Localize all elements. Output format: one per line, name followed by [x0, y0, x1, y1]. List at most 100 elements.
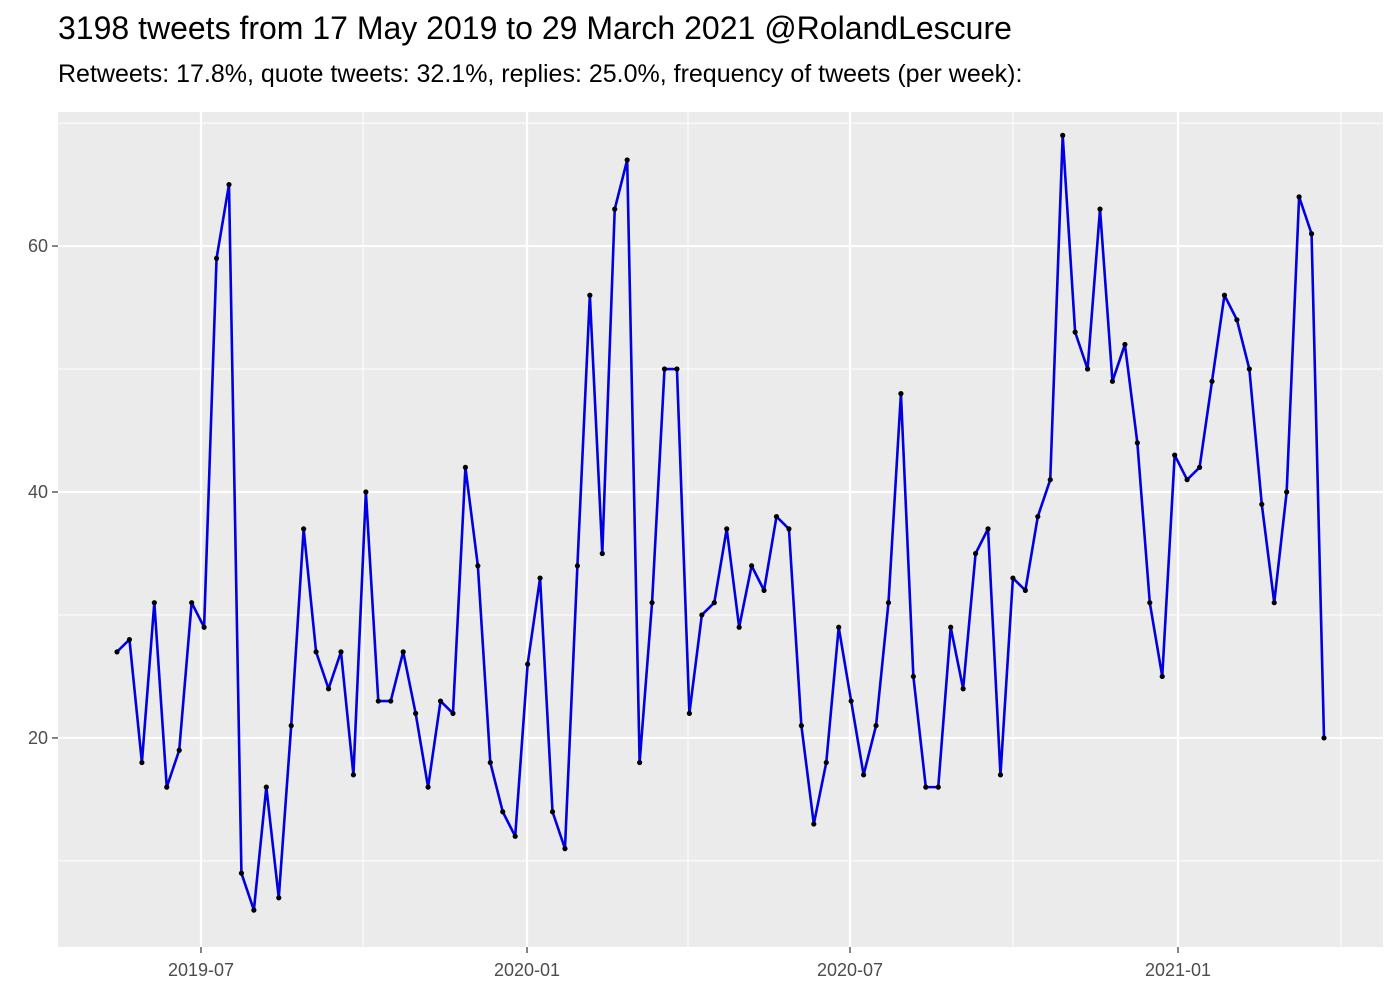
- data-point: [1072, 329, 1078, 335]
- data-point: [1172, 452, 1178, 458]
- x-axis: 2019-07 2020-01 2020-07 2021-01: [168, 947, 1211, 980]
- data-point: [749, 563, 755, 569]
- data-point: [1296, 194, 1302, 200]
- data-point: [624, 157, 630, 163]
- data-point: [512, 833, 518, 839]
- data-point: [960, 686, 966, 692]
- data-point: [400, 649, 406, 655]
- data-point: [1159, 673, 1165, 680]
- data-point: [898, 391, 904, 397]
- x-tick-label: 2021-01: [1145, 960, 1211, 980]
- data-point: [686, 710, 692, 716]
- data-point: [276, 895, 282, 901]
- data-point: [1109, 378, 1116, 384]
- data-point: [935, 784, 941, 790]
- data-point: [201, 624, 207, 630]
- data-point: [114, 649, 120, 655]
- data-point: [375, 698, 381, 704]
- data-point: [948, 624, 954, 630]
- data-point: [213, 255, 220, 261]
- data-point: [1284, 489, 1290, 495]
- data-point: [786, 526, 792, 532]
- data-point: [1084, 366, 1091, 372]
- data-point: [313, 649, 319, 655]
- data-point: [450, 710, 456, 716]
- data-point: [139, 759, 145, 766]
- data-point: [251, 907, 257, 913]
- data-point: [525, 661, 531, 667]
- data-point: [1060, 132, 1066, 138]
- data-point: [288, 723, 294, 729]
- data-point: [861, 772, 867, 778]
- data-point: [910, 673, 916, 680]
- data-point: [338, 649, 344, 655]
- data-point: [1321, 735, 1327, 741]
- data-point: [537, 575, 543, 581]
- data-point: [1134, 440, 1140, 446]
- data-point: [1035, 513, 1041, 520]
- data-point: [363, 489, 369, 495]
- data-point: [1271, 600, 1277, 606]
- data-point: [587, 292, 593, 298]
- data-point: [350, 772, 357, 778]
- data-point: [1047, 477, 1053, 483]
- data-point: [798, 723, 804, 729]
- data-point: [1022, 587, 1028, 593]
- data-point: [997, 772, 1004, 778]
- chart-subtitle: Retweets: 17.8%, quote tweets: 32.1%, re…: [58, 60, 1023, 88]
- data-point: [549, 809, 556, 815]
- data-point: [923, 784, 929, 790]
- data-point: [985, 526, 991, 532]
- data-point: [176, 747, 182, 753]
- data-point: [1221, 292, 1228, 298]
- y-tick-label: 20: [28, 728, 48, 748]
- data-point: [238, 870, 245, 876]
- data-point: [1308, 231, 1315, 237]
- data-point: [1097, 206, 1103, 212]
- data-point: [599, 550, 605, 557]
- data-point: [1259, 501, 1265, 507]
- data-point: [1196, 464, 1203, 470]
- y-tick-label: 60: [28, 236, 48, 256]
- data-point: [462, 464, 469, 470]
- data-point: [699, 612, 705, 618]
- data-point: [1209, 378, 1215, 384]
- data-point: [487, 759, 493, 766]
- data-point: [811, 821, 817, 827]
- data-point: [649, 600, 655, 606]
- data-point: [388, 698, 394, 704]
- data-point: [885, 600, 892, 606]
- data-point: [437, 698, 444, 704]
- data-point: [500, 809, 506, 815]
- data-point: [1184, 477, 1190, 483]
- data-point: [1147, 600, 1153, 606]
- data-point: [1246, 366, 1252, 372]
- series-line: [116, 134, 1326, 912]
- data-point: [661, 366, 668, 372]
- data-point: [164, 784, 170, 790]
- data-point: [325, 686, 332, 692]
- data-point: [301, 526, 307, 532]
- data-point: [189, 600, 195, 606]
- y-tick-label: 40: [28, 482, 48, 502]
- data-point: [836, 624, 842, 630]
- data-point: [972, 550, 979, 557]
- data-point: [612, 206, 618, 212]
- data-points: [114, 132, 1327, 913]
- data-point: [562, 846, 568, 852]
- data-point: [1122, 341, 1128, 348]
- data-point: [263, 784, 269, 790]
- chart-title: 3198 tweets from 17 May 2019 to 29 March…: [58, 10, 1012, 46]
- minor-gridlines: [58, 112, 1383, 947]
- data-point: [637, 759, 643, 766]
- data-point: [674, 366, 680, 372]
- y-axis: 20 40 60: [28, 236, 58, 748]
- data-point: [724, 526, 730, 532]
- data-point: [151, 600, 157, 606]
- data-point: [736, 624, 742, 630]
- data-point: [126, 636, 133, 643]
- major-gridlines: [58, 112, 1383, 947]
- plot-panel: [58, 112, 1383, 947]
- data-point: [1010, 575, 1016, 581]
